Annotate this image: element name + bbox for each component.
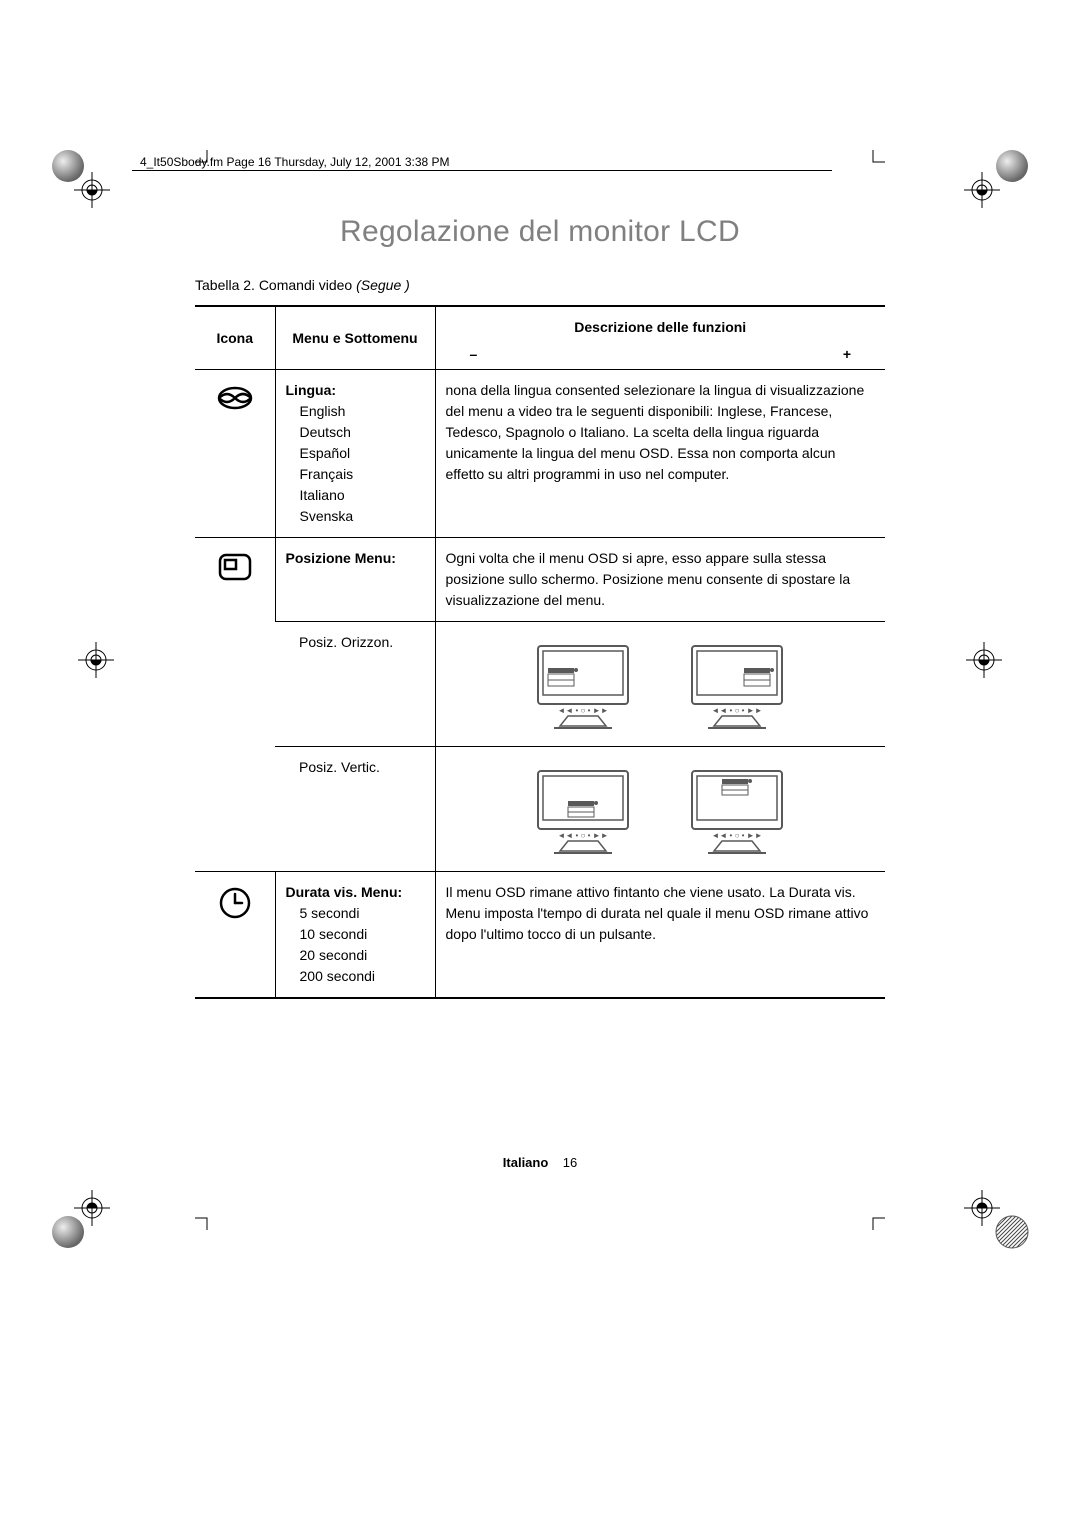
reg-mark-top-left xyxy=(50,148,120,218)
posiz-orizzon: Posiz. Orizzon. xyxy=(285,632,425,653)
reg-mark-mid-right xyxy=(964,640,1004,680)
monitor-osd-right-icon: ◄◄ • ○ • ►► xyxy=(682,640,792,730)
reg-mark-top-right xyxy=(960,148,1030,218)
reg-mark-bot-left xyxy=(50,1180,120,1250)
caption-prefix: Tabella 2. Comandi video xyxy=(195,277,352,293)
th-minus: – xyxy=(470,344,478,365)
lingua-item: Deutsch xyxy=(286,422,425,443)
page-title: Regolazione del monitor LCD xyxy=(195,215,885,249)
svg-text:◄◄ • ○ • ►►: ◄◄ • ○ • ►► xyxy=(558,706,609,715)
th-icona: Icona xyxy=(195,306,275,370)
page-footer: Italiano 16 xyxy=(195,1155,885,1170)
table-row: Posizione Menu: Ogni volta che il menu O… xyxy=(195,538,885,622)
cell-icon-posmenu xyxy=(195,538,275,872)
posiz-vertic: Posiz. Vertic. xyxy=(285,757,425,778)
reg-mark-bot-right xyxy=(960,1180,1030,1250)
cell-desc-horiz: ◄◄ • ○ • ►► xyxy=(435,622,885,747)
cell-menu-posmenu: Posizione Menu: xyxy=(275,538,435,622)
footer-page: 16 xyxy=(563,1155,577,1170)
th-menu: Menu e Sottomenu xyxy=(275,306,435,370)
svg-text:◄◄ • ○ • ►►: ◄◄ • ○ • ►► xyxy=(558,831,609,840)
cell-menu-lingua: Lingua: English Deutsch Español Français… xyxy=(275,370,435,538)
screen-position-icon xyxy=(217,552,253,582)
durata-title: Durata vis. Menu: xyxy=(286,882,425,903)
cell-icon-lingua xyxy=(195,370,275,538)
header-text: 4_It50Sbody.fm Page 16 Thursday, July 12… xyxy=(140,155,450,169)
lingua-item: Français xyxy=(286,464,425,485)
globe-icon xyxy=(215,384,255,412)
th-desc: Descrizione delle funzioni – + xyxy=(435,306,885,370)
cell-icon-durata xyxy=(195,872,275,999)
durata-item: 5 secondi xyxy=(286,903,425,924)
lingua-item: Svenska xyxy=(286,506,425,527)
cell-menu-durata: Durata vis. Menu: 5 secondi 10 secondi 2… xyxy=(275,872,435,999)
cell-desc-lingua: nona della lingua consented selezionare … xyxy=(435,370,885,538)
monitor-osd-top-icon: ◄◄ • ○ • ►► xyxy=(682,765,792,855)
durata-item: 200 secondi xyxy=(286,966,425,987)
cell-desc-posmenu: Ogni volta che il menu OSD si apre, esso… xyxy=(435,538,885,622)
cell-desc-vert: ◄◄ • ○ • ►► xyxy=(435,747,885,872)
cell-menu-horiz: Posiz. Orizzon. xyxy=(275,622,435,747)
durata-item: 20 secondi xyxy=(286,945,425,966)
monitor-osd-left-icon: ◄◄ • ○ • ►► xyxy=(528,640,638,730)
cell-desc-durata: Il menu OSD rimane attivo fintanto che v… xyxy=(435,872,885,999)
lingua-item: Español xyxy=(286,443,425,464)
svg-text:◄◄ • ○ • ►►: ◄◄ • ○ • ►► xyxy=(712,706,763,715)
caption-suffix: (Segue ) xyxy=(356,277,410,293)
clock-icon xyxy=(218,886,252,920)
lingua-item: English xyxy=(286,401,425,422)
svg-text:◄◄ • ○ • ►►: ◄◄ • ○ • ►► xyxy=(712,831,763,840)
monitor-osd-bottom-icon: ◄◄ • ○ • ►► xyxy=(528,765,638,855)
table-caption: Tabella 2. Comandi video (Segue ) xyxy=(195,277,885,293)
cell-menu-vert: Posiz. Vertic. xyxy=(275,747,435,872)
table-row: Durata vis. Menu: 5 secondi 10 secondi 2… xyxy=(195,872,885,999)
posmenu-title: Posizione Menu: xyxy=(286,550,396,566)
lingua-title: Lingua: xyxy=(286,380,425,401)
durata-item: 10 secondi xyxy=(286,924,425,945)
footer-label: Italiano xyxy=(503,1155,549,1170)
lingua-item: Italiano xyxy=(286,485,425,506)
header-rule xyxy=(132,170,832,171)
th-plus: + xyxy=(843,344,851,365)
video-commands-table: Icona Menu e Sottomenu Descrizione delle… xyxy=(195,305,885,999)
reg-mark-mid-left xyxy=(76,640,116,680)
table-row: Lingua: English Deutsch Español Français… xyxy=(195,370,885,538)
table-row: Posiz. Orizzon. xyxy=(195,622,885,747)
page-content: Regolazione del monitor LCD Tabella 2. C… xyxy=(195,215,885,999)
th-desc-label: Descrizione delle funzioni xyxy=(446,317,876,338)
table-row: Posiz. Vertic. ◄ xyxy=(195,747,885,872)
